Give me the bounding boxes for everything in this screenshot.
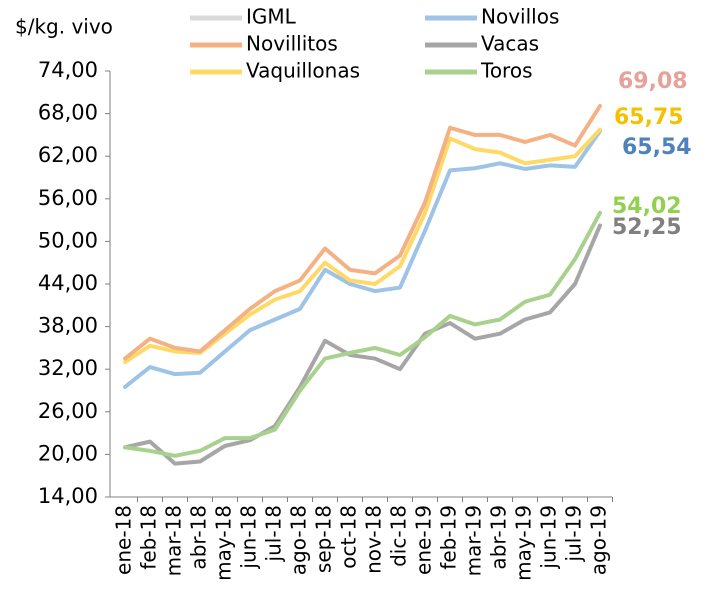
value-label: 54,02 bbox=[612, 194, 682, 219]
series-line bbox=[123, 223, 602, 466]
y-tick-label: 20,00 bbox=[38, 441, 98, 465]
y-tick-label: 38,00 bbox=[38, 314, 98, 338]
y-tick-label: 56,00 bbox=[38, 186, 98, 210]
x-tick-label: jun-19 bbox=[537, 505, 561, 570]
y-tick-label: 14,00 bbox=[38, 484, 98, 508]
value-label: 52,25 bbox=[612, 215, 682, 240]
x-tick-label: may-19 bbox=[512, 505, 536, 581]
y-tick-label: 62,00 bbox=[38, 143, 98, 167]
x-tick-label: jun-18 bbox=[237, 505, 261, 570]
x-tick-label: abr-18 bbox=[187, 505, 211, 570]
y-tick-label: 32,00 bbox=[38, 356, 98, 380]
y-tick-label: 44,00 bbox=[38, 271, 98, 295]
value-label: 69,08 bbox=[618, 69, 688, 94]
series-line bbox=[123, 210, 602, 458]
x-tick-label: mar-18 bbox=[162, 505, 186, 576]
y-tick-label: 74,00 bbox=[38, 58, 98, 82]
x-tick-label: ene-18 bbox=[112, 505, 136, 575]
x-tick-label: jul-19 bbox=[562, 505, 586, 562]
legend-label: Novillitos bbox=[246, 32, 338, 56]
x-tick-label: oct-18 bbox=[337, 505, 361, 569]
x-tick-label: dic-18 bbox=[387, 505, 411, 567]
value-label: 65,75 bbox=[614, 105, 684, 130]
legend-label: IGML bbox=[246, 5, 297, 29]
x-tick-label: feb-18 bbox=[137, 505, 161, 570]
x-tick-label: ago-19 bbox=[587, 505, 611, 575]
y-tick-label: 26,00 bbox=[38, 399, 98, 423]
x-tick-label: sep-18 bbox=[312, 505, 336, 573]
x-tick-label: feb-19 bbox=[437, 505, 461, 570]
y-axis-label: $/kg. vivo bbox=[15, 15, 113, 39]
series-line bbox=[123, 103, 602, 361]
x-tick-label: jul-18 bbox=[262, 505, 286, 562]
y-tick-label: 50,00 bbox=[38, 228, 98, 252]
legend-label: Vaquillonas bbox=[246, 59, 360, 83]
legend-label: Vacas bbox=[481, 32, 539, 56]
value-label: 65,54 bbox=[622, 135, 692, 160]
series-line bbox=[123, 127, 602, 365]
legend-label: Toros bbox=[480, 59, 533, 83]
x-tick-label: may-18 bbox=[212, 505, 236, 581]
x-tick-label: mar-19 bbox=[462, 505, 486, 576]
x-tick-label: ene-19 bbox=[412, 505, 436, 575]
y-tick-label: 68,00 bbox=[38, 101, 98, 125]
x-tick-label: nov-18 bbox=[362, 505, 386, 574]
series-line bbox=[123, 129, 602, 389]
x-tick-label: abr-19 bbox=[487, 505, 511, 570]
x-tick-label: ago-18 bbox=[287, 505, 311, 575]
legend-label: Novillos bbox=[481, 5, 559, 29]
